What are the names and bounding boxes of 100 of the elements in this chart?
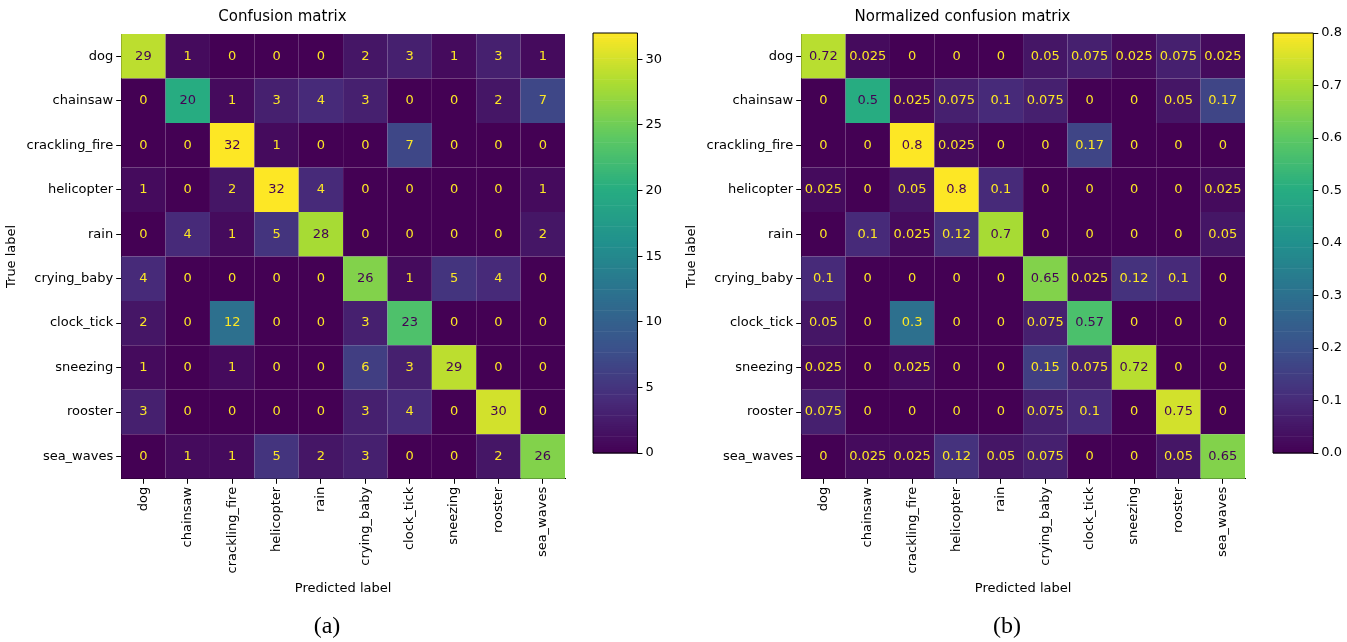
data-label: 0.05 — [897, 181, 927, 197]
data-label: 0 — [819, 92, 828, 108]
data-label: 0.075 — [937, 92, 976, 108]
data-label: 0.05 — [1208, 225, 1238, 241]
data-label: 0 — [1174, 314, 1183, 330]
color-bar-label: 25 — [645, 116, 662, 132]
data-label: 0 — [494, 181, 503, 197]
chart-title: Confusion matrix — [218, 6, 347, 25]
data-label: 2 — [228, 181, 237, 197]
data-label: 0 — [1218, 403, 1227, 419]
data-label: 0 — [996, 270, 1006, 286]
data-label: 5 — [272, 447, 281, 463]
data-label: 0.12 — [942, 225, 971, 241]
x-axis-title: Predicted label — [974, 579, 1072, 595]
color-bar-label: 15 — [645, 247, 662, 263]
data-label: 0 — [183, 136, 192, 152]
y-tick-label: rain — [768, 225, 794, 241]
data-label: 4 — [494, 270, 503, 286]
data-label: 0.75 — [1163, 403, 1193, 419]
y-axis-title: True label — [683, 224, 699, 289]
data-label: 1 — [228, 225, 237, 241]
x-tick-label: crying_baby — [1036, 486, 1052, 566]
data-label: 0 — [139, 92, 148, 108]
data-label: 0.075 — [804, 403, 842, 419]
data-label: 29 — [135, 47, 152, 63]
y-tick-label: dog — [768, 47, 794, 63]
y-tick-label: dog — [88, 47, 114, 63]
data-label: 0 — [228, 270, 237, 286]
data-label: 26 — [534, 447, 552, 463]
data-label: 3 — [272, 92, 281, 108]
data-label: 2 — [494, 92, 503, 108]
y-tick-label: crying_baby — [714, 270, 794, 286]
data-label: 7 — [405, 136, 414, 152]
data-label: 1 — [449, 47, 459, 63]
data-label: 32 — [223, 136, 241, 152]
data-label: 0 — [996, 47, 1006, 63]
data-label: 0.1 — [990, 92, 1012, 108]
data-label: 4 — [316, 92, 326, 108]
data-label: 0 — [494, 225, 503, 241]
data-label: 0 — [272, 403, 281, 419]
data-label: 0 — [316, 358, 326, 374]
data-label: 0.17 — [1075, 136, 1105, 152]
data-label: 0.075 — [1026, 403, 1064, 419]
data-label: 0 — [1085, 225, 1094, 241]
x-tick-label: chainsaw — [859, 486, 875, 548]
data-label: 28 — [312, 225, 330, 241]
data-label: 0.57 — [1075, 314, 1105, 330]
data-label: 0 — [449, 92, 459, 108]
data-label: 0.075 — [1071, 47, 1109, 63]
data-label: 1 — [139, 181, 148, 197]
data-label: 0 — [1218, 358, 1227, 374]
data-label: 1 — [183, 447, 192, 463]
data-label: 0 — [183, 314, 192, 330]
x-tick-label: helicopter — [947, 486, 963, 553]
data-label: 0 — [863, 136, 872, 152]
data-label: 3 — [139, 403, 148, 419]
data-label: 2 — [316, 447, 326, 463]
data-label: 3 — [361, 92, 370, 108]
data-label: 0 — [538, 403, 547, 419]
data-label: 0 — [1085, 92, 1094, 108]
data-label: 0 — [449, 314, 459, 330]
data-label: 2 — [494, 447, 503, 463]
color-bar-label: 0.6 — [1321, 129, 1343, 145]
data-label: 20 — [179, 92, 197, 108]
data-label: 0.025 — [849, 47, 887, 63]
data-label: 5 — [449, 270, 459, 286]
data-label: 0 — [1085, 181, 1094, 197]
data-label: 0 — [405, 92, 414, 108]
data-label: 0 — [996, 314, 1006, 330]
data-label: 0 — [1129, 225, 1139, 241]
y-tick-label: clock_tick — [49, 314, 114, 330]
data-label: 0 — [863, 403, 872, 419]
data-label: 0.025 — [893, 92, 931, 108]
data-label: 0.025 — [1071, 270, 1109, 286]
y-tick-label: crackling_fire — [706, 136, 794, 152]
data-label: 0 — [1129, 92, 1139, 108]
y-axis-title: True label — [3, 224, 19, 289]
data-label: 0.025 — [849, 447, 887, 463]
data-label: 0.1 — [857, 225, 879, 241]
data-label: 0 — [139, 136, 148, 152]
y-tick-label: chainsaw — [732, 92, 794, 108]
color-bar-label: 0 — [645, 444, 654, 460]
data-label: 4 — [316, 181, 326, 197]
data-label: 0 — [996, 403, 1006, 419]
data-label: 0 — [449, 136, 459, 152]
data-label: 1 — [228, 92, 237, 108]
y-tick-label: sea_waves — [722, 447, 794, 463]
data-label: 0 — [952, 358, 961, 374]
data-label: 0 — [139, 225, 148, 241]
x-tick-label: chainsaw — [179, 486, 195, 548]
data-label: 1 — [538, 47, 547, 63]
data-label: 0.72 — [1119, 358, 1149, 374]
data-label: 0 — [1174, 358, 1183, 374]
color-bar-label: 0.2 — [1321, 339, 1343, 355]
data-label: 26 — [357, 270, 374, 286]
text: (b) — [993, 612, 1021, 639]
data-label: 0 — [908, 47, 917, 63]
color-bar-label: 0.8 — [1321, 24, 1343, 40]
color-bar-label: 0.3 — [1321, 286, 1343, 302]
data-label: 3 — [405, 358, 414, 374]
